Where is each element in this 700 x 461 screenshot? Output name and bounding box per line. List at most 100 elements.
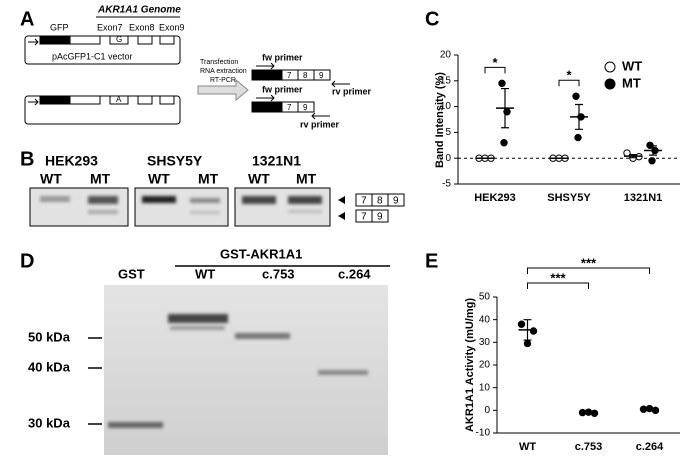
exon-box: 9 — [393, 196, 399, 207]
error-bar — [649, 145, 657, 156]
x-tick-label: 1321N1 — [624, 192, 663, 204]
exon-box: 8 — [377, 196, 383, 207]
exon-box: 9 — [303, 103, 308, 112]
error-bar — [645, 407, 654, 412]
y-tick-label: 10 — [479, 382, 491, 393]
exon-label: Exon7 — [97, 22, 123, 32]
step-label: RT-PCR — [210, 77, 236, 84]
base-label: A — [116, 95, 122, 104]
data-point — [529, 327, 538, 335]
primer-label: rv primer — [332, 86, 372, 96]
group-label: GST-AKR1A1 — [220, 246, 302, 261]
lane-label: MT — [198, 171, 219, 187]
primer-label: rv primer — [300, 119, 340, 129]
sds-page-gel: GST-AKR1A1 GST WT c.753 c.264 50 kDa 40 … — [28, 246, 390, 455]
vector-label: pAcGFP1-C1 vector — [52, 51, 133, 61]
charts: -5 0 5 10 15 20 Band Intensity (%) HEK293 SHSY5Y… — [434, 50, 680, 453]
primer-label: fw primer — [262, 52, 303, 62]
error-bar — [575, 103, 583, 130]
y-tick-label: -10 — [476, 428, 491, 439]
panel-label: C — [425, 8, 439, 30]
cell-line-label: HEK293 — [45, 153, 98, 169]
primer-label: fw primer — [262, 84, 303, 94]
x-tick-label: WT — [519, 441, 536, 453]
legend-marker — [604, 78, 616, 90]
data-point — [574, 133, 582, 142]
exon-box: 7 — [361, 212, 367, 223]
lane-label: c.753 — [262, 266, 295, 281]
lane-label: WT — [195, 266, 215, 281]
significance-label: *** — [550, 270, 566, 285]
exon-box: 7 — [287, 71, 292, 80]
data-point — [648, 157, 656, 165]
y-tick-label: 15 — [440, 75, 452, 86]
y-tick-label: 0 — [445, 153, 451, 164]
x-tick-label: SHSY5Y — [547, 192, 591, 204]
y-tick-label: 30 — [479, 337, 491, 348]
significance-bracket — [527, 267, 650, 274]
y-axis-label: AKR1A1 Activity (mU/mg) — [464, 298, 476, 432]
rt-pcr-gel: HEK293 SHSY5Y 1321N1 WT MT WT MT WT MT 7… — [29, 153, 405, 227]
base-label: G — [116, 35, 122, 44]
genome-label: AKR1A1 Genome — [97, 5, 181, 16]
panel-label: E — [425, 250, 438, 272]
data-point — [572, 92, 580, 100]
exon-box: 7 — [361, 196, 367, 207]
data-point — [498, 79, 506, 88]
lane-label: WT — [148, 171, 170, 187]
y-tick-label: 50 — [479, 292, 491, 303]
marker-label: 50 kDa — [28, 329, 71, 344]
significance-bracket — [558, 79, 580, 87]
error-bar — [584, 411, 593, 414]
error-bar — [523, 319, 532, 341]
panel-label: D — [20, 250, 34, 272]
y-tick-label: 10 — [440, 101, 452, 112]
y-tick-label: 0 — [484, 405, 490, 416]
y-axis-label: Band Intensity (%) — [434, 72, 446, 168]
panel-label: A — [20, 8, 34, 30]
data-point — [623, 149, 631, 157]
gfp-label: GFP — [50, 22, 69, 32]
lane-label: WT — [248, 171, 270, 187]
legend-label: MT — [622, 75, 641, 90]
construct-diagram: AKR1A1 Genome GFP Exon7 Exon8 Exon9 G pA… — [24, 5, 372, 129]
step-label: Transfection — [200, 59, 238, 66]
marker-label: 30 kDa — [28, 415, 71, 430]
exon-box: 9 — [377, 212, 383, 223]
lane-label: MT — [90, 171, 111, 187]
error-bar — [629, 153, 637, 159]
error-bar — [501, 87, 509, 129]
y-tick-label: -5 — [442, 179, 451, 190]
lane-label: c.264 — [338, 266, 371, 281]
step-label: RNA extraction — [200, 68, 247, 75]
data-point — [517, 320, 526, 328]
legend-label: WT — [622, 58, 642, 73]
x-tick-label: HEK293 — [474, 192, 516, 204]
significance-bracket — [484, 66, 506, 74]
exon-box: 8 — [303, 71, 308, 80]
exon-box: 7 — [287, 103, 292, 112]
y-tick-label: 40 — [479, 314, 491, 325]
lane-label: MT — [296, 171, 317, 187]
x-tick-label: c.264 — [636, 441, 664, 453]
cell-line-label: SHSY5Y — [147, 153, 203, 169]
significance-label: * — [492, 55, 498, 70]
panel-label: B — [20, 148, 34, 170]
lane-label: WT — [40, 171, 62, 187]
x-tick-label: c.753 — [575, 441, 603, 453]
y-tick-label: 20 — [479, 360, 491, 371]
significance-label: *** — [581, 255, 597, 270]
significance-label: * — [566, 68, 572, 83]
y-tick-label: 5 — [445, 127, 451, 138]
exon-label: Exon8 — [129, 22, 155, 32]
exon-box: 9 — [319, 71, 324, 80]
lane-label: GST — [118, 266, 145, 281]
data-point — [500, 139, 508, 147]
exon-label: Exon9 — [159, 22, 185, 32]
data-point — [523, 339, 532, 348]
marker-label: 40 kDa — [28, 359, 71, 374]
y-tick-label: 20 — [440, 50, 452, 61]
cell-line-label: 1321N1 — [252, 153, 301, 169]
legend-marker — [604, 61, 616, 73]
